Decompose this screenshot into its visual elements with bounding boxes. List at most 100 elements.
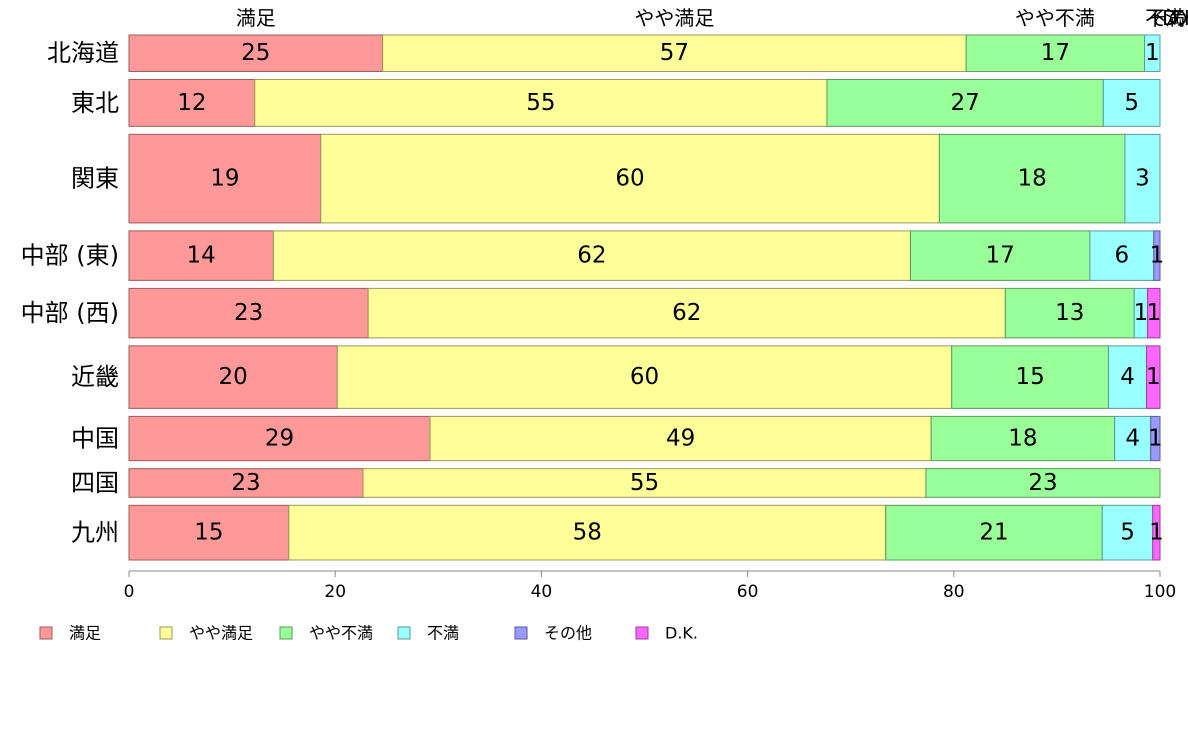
bar-segment <box>128 34 384 72</box>
value-label: 5 <box>1120 520 1135 546</box>
category-label: 中部 (西) <box>21 299 119 327</box>
value-label: 19 <box>210 166 239 192</box>
bar-segment <box>1147 287 1161 339</box>
value-label: 17 <box>1041 40 1070 66</box>
value-label: 1 <box>1148 426 1163 452</box>
value-label: 1 <box>1149 520 1164 546</box>
bar-segment <box>1102 78 1161 127</box>
legend-label: D.K. <box>665 624 698 643</box>
value-label: 62 <box>577 243 606 269</box>
bar-segment <box>1124 133 1161 224</box>
bar-segment <box>1152 504 1161 561</box>
category-label: 四国 <box>71 469 119 497</box>
value-label: 1 <box>1134 300 1149 326</box>
x-tick-label: 20 <box>324 582 346 602</box>
legend-label: その他 <box>544 624 592 643</box>
series-top-label: その... <box>1148 6 1188 30</box>
bar-segment <box>272 230 911 281</box>
series-top-label: やや不満 <box>1015 6 1095 30</box>
bar-segment <box>1146 345 1161 409</box>
bar-segment <box>128 468 364 498</box>
legend-swatch <box>159 626 173 640</box>
legend-swatch <box>279 626 293 640</box>
value-label: 14 <box>187 243 216 269</box>
bar-segment <box>1150 415 1161 462</box>
bar-segment <box>938 133 1126 224</box>
value-label: 1 <box>1146 364 1161 390</box>
legend-label: やや満足 <box>189 624 253 643</box>
legend-swatch <box>39 626 53 640</box>
value-label: 57 <box>660 40 689 66</box>
bar-segment <box>1004 287 1135 339</box>
value-label: 27 <box>951 90 980 116</box>
bar-segment <box>128 133 322 224</box>
value-label: 6 <box>1115 243 1130 269</box>
series-top-label: D.K. <box>1162 6 1188 30</box>
x-tick-label: 80 <box>943 582 965 602</box>
value-label: 18 <box>1018 166 1047 192</box>
category-label: 近畿 <box>71 363 119 391</box>
x-tick-label: 60 <box>737 582 759 602</box>
value-label: 15 <box>194 520 223 546</box>
category-label: 北海道 <box>47 39 119 67</box>
category-label: 中国 <box>71 425 119 453</box>
legend-label: 満足 <box>69 624 101 643</box>
value-label: 23 <box>231 470 260 496</box>
legend: 満足 やや満足 やや不満 不満 その他 D.K. <box>39 624 698 643</box>
x-axis: 0 20 40 60 80 100 <box>124 570 1176 602</box>
value-label: 17 <box>986 243 1015 269</box>
bar-segment <box>909 230 1091 281</box>
value-label: 1 <box>1145 40 1160 66</box>
value-label: 12 <box>177 90 206 116</box>
legend-label: 不満 <box>427 624 459 643</box>
value-label: 1 <box>1146 300 1161 326</box>
value-label: 23 <box>1028 470 1057 496</box>
bar-segment <box>320 133 940 224</box>
bar-segment <box>128 415 431 462</box>
value-label: 23 <box>234 300 263 326</box>
bar-segment <box>128 345 338 409</box>
bar-segment <box>128 287 369 339</box>
series-top-label: 満足 <box>236 6 276 30</box>
value-label: 4 <box>1125 426 1140 452</box>
series-top-label: やや満足 <box>634 6 714 30</box>
bar-segment <box>951 345 1109 409</box>
bar-segment <box>1144 34 1161 72</box>
value-label: 4 <box>1120 364 1135 390</box>
legend-swatch <box>635 626 649 640</box>
series-top-label: 不満 <box>1145 6 1185 30</box>
x-tick-label: 40 <box>531 582 553 602</box>
value-label: 25 <box>241 40 270 66</box>
bar-segment <box>1114 415 1152 462</box>
value-label: 5 <box>1124 90 1139 116</box>
value-label: 60 <box>615 166 644 192</box>
bar-segment <box>429 415 932 462</box>
category-label: 中部 (東) <box>21 242 119 270</box>
bar-segment <box>1089 230 1155 281</box>
value-label: 55 <box>630 470 659 496</box>
bar-segment <box>930 415 1116 462</box>
x-tick-label: 0 <box>124 582 135 602</box>
bar-segment <box>128 504 290 561</box>
bar-segment <box>1153 230 1161 281</box>
bar-segment <box>128 78 256 127</box>
legend-label: やや不満 <box>309 624 373 643</box>
value-label: 3 <box>1135 166 1150 192</box>
value-label: 15 <box>1015 364 1044 390</box>
legend-swatch <box>514 626 528 640</box>
bar-segment <box>1107 345 1148 409</box>
value-label: 62 <box>672 300 701 326</box>
value-label: 60 <box>630 364 659 390</box>
value-label: 55 <box>526 90 555 116</box>
value-label: 20 <box>218 364 247 390</box>
value-label: 49 <box>666 426 695 452</box>
bar-segment <box>336 345 953 409</box>
bar-segment <box>925 468 1161 498</box>
category-label: 九州 <box>71 519 119 547</box>
bar-segment <box>885 504 1103 561</box>
value-label: 1 <box>1150 243 1165 269</box>
